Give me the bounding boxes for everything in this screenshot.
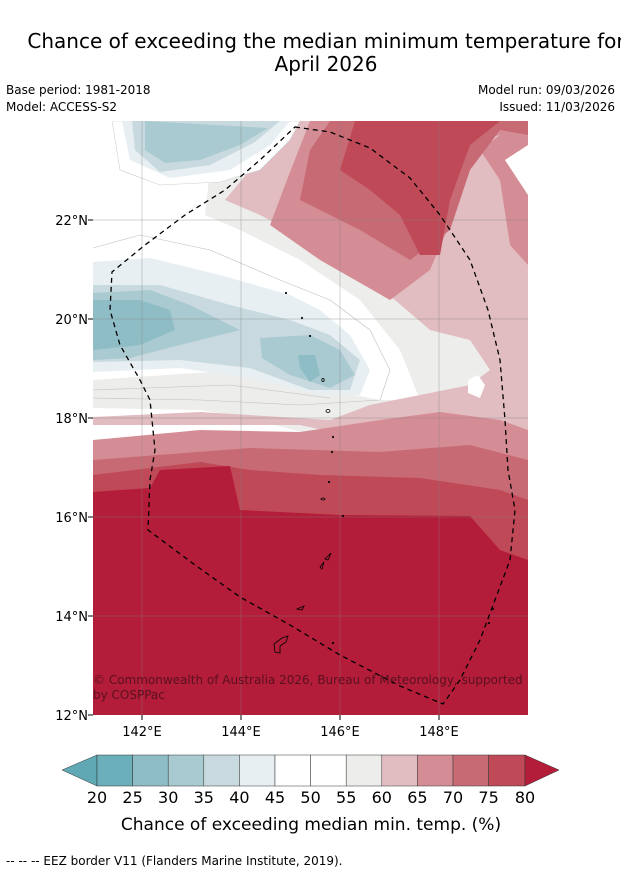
colorbar-segment <box>239 754 276 787</box>
contour-75 <box>340 121 500 255</box>
colorbar-tick-label: 60 <box>372 788 392 807</box>
lon-label: 142°E <box>122 725 162 740</box>
colorbar-tick-label: 70 <box>443 788 463 807</box>
graticule <box>93 121 528 715</box>
colorbar-segment <box>488 754 526 787</box>
contour-50-edge <box>505 145 528 195</box>
copyright-line1: © Commonwealth of Australia 2026, Bureau… <box>93 673 523 687</box>
colorbar-label: Chance of exceeding median min. temp. (%… <box>121 815 501 835</box>
lat-label: 16°N <box>55 511 88 526</box>
lon-label: 146°E <box>320 725 360 740</box>
contour-80 <box>93 466 528 715</box>
lat-labels: 22°N 20°N 18°N 16°N 14°N 12°N <box>55 214 88 724</box>
lat-label: 12°N <box>55 709 88 724</box>
eez-border <box>109 126 516 705</box>
colorbar-segment <box>417 754 454 787</box>
colorbar-tick-label: 25 <box>122 788 142 807</box>
colorbar-tick-label: 80 <box>515 788 535 807</box>
colorbar-segment <box>132 754 169 787</box>
colorbar-segment <box>345 754 383 787</box>
pagan-island <box>325 409 331 413</box>
colorbar-ticks: 20 25 30 35 40 45 50 55 60 65 70 75 80 <box>87 788 535 807</box>
model-label: Model: ACCESS-S2 <box>6 100 118 114</box>
map-title-line2: April 2026 <box>274 52 378 76</box>
lat-label: 22°N <box>55 214 88 229</box>
contour-50-pocket <box>468 375 485 398</box>
rota-island <box>295 605 305 611</box>
colorbar-segment <box>452 754 489 787</box>
contour-25 <box>93 300 175 350</box>
lat-label: 20°N <box>55 313 88 328</box>
contour-25-center <box>298 355 320 382</box>
agrihan-island <box>321 377 325 382</box>
islands <box>273 291 495 654</box>
lon-ticks <box>141 715 440 720</box>
colorbar-segment <box>381 754 418 787</box>
colorbar-tick-label: 30 <box>158 788 178 807</box>
model-run-label: Model run: 09/03/2026 <box>477 83 615 97</box>
colorbar-tick-label: 50 <box>300 788 320 807</box>
contour-30-nw <box>145 121 268 163</box>
anatahan-island <box>320 497 326 501</box>
issued-label: Issued: 11/03/2026 <box>499 100 615 114</box>
colorbar-tick-label: 65 <box>407 788 427 807</box>
lon-labels: 142°E 144°E 146°E 148°E <box>122 725 459 740</box>
colorbar-tick-label: 75 <box>478 788 498 807</box>
copyright-line2: by COSPPac <box>93 688 165 702</box>
lon-label: 144°E <box>221 725 261 740</box>
colorbar-tick-label: 45 <box>265 788 285 807</box>
lat-ticks <box>88 219 93 716</box>
colorbar-tick-label: 35 <box>194 788 214 807</box>
lon-label: 148°E <box>419 725 459 740</box>
base-period-label: Base period: 1981-2018 <box>6 83 151 97</box>
lat-label: 18°N <box>55 412 88 427</box>
colorbar-segment <box>96 754 133 787</box>
colorbar-tick-label: 40 <box>229 788 249 807</box>
saipan-island <box>324 552 332 561</box>
colorbar-segment <box>167 754 205 787</box>
colorbar-tick-label: 20 <box>87 788 107 807</box>
tinian-island <box>319 561 325 570</box>
colorbar <box>61 754 560 787</box>
colorbar-segment <box>203 754 240 787</box>
colorbar-segment <box>310 754 347 787</box>
colorbar-segment <box>274 754 311 787</box>
guam-island <box>273 635 289 654</box>
colorbar-tick-label: 55 <box>336 788 356 807</box>
colorbar-extend-low <box>61 754 98 787</box>
map-title-line1: Chance of exceeding the median minimum t… <box>27 29 621 53</box>
eez-legend: -- -- -- EEZ border V11 (Flanders Marine… <box>6 854 343 868</box>
lat-label: 14°N <box>55 610 88 625</box>
colorbar-extend-high <box>524 754 560 787</box>
